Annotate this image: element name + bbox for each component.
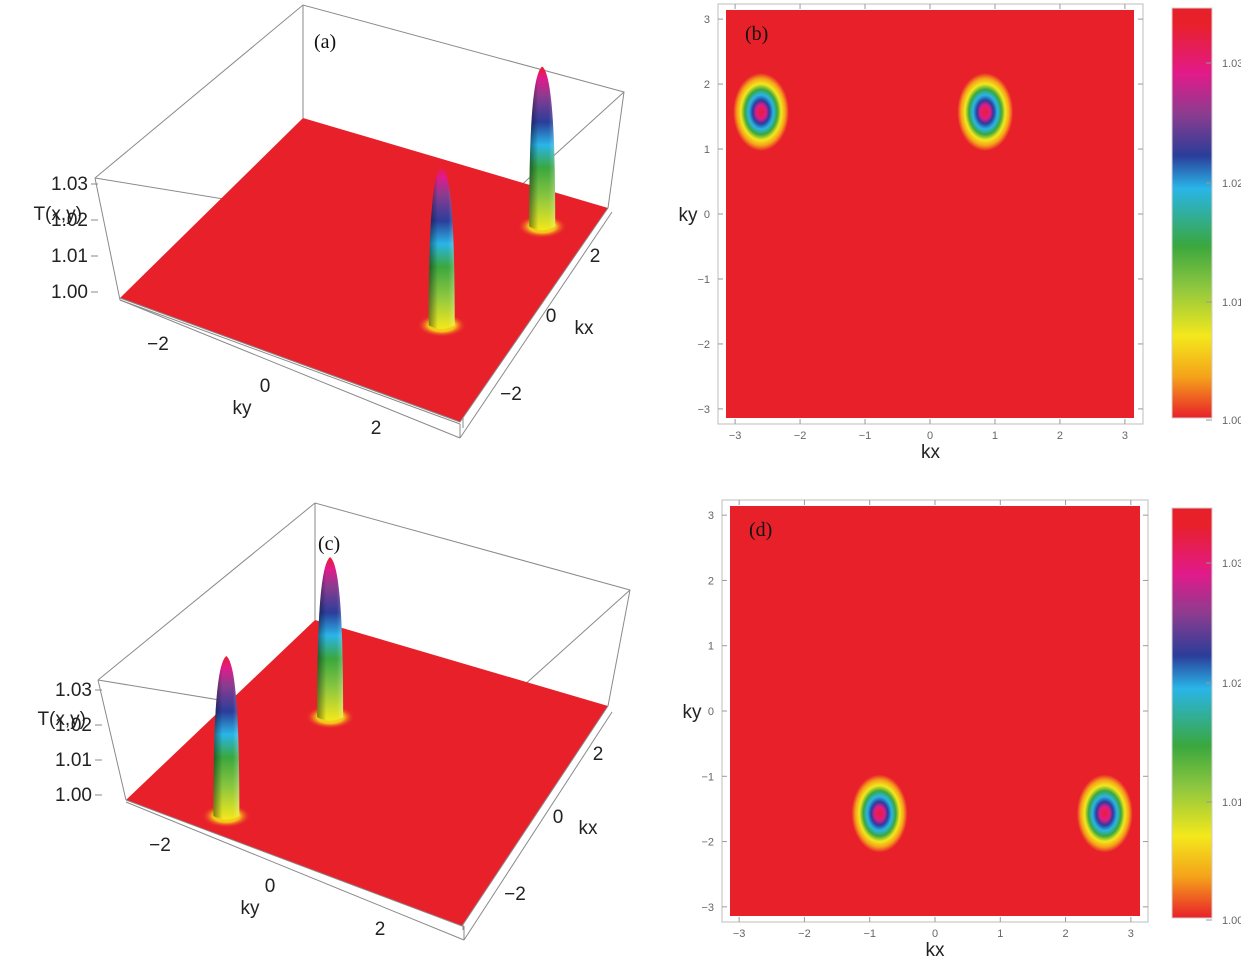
y-tick-label: 2 xyxy=(708,575,714,587)
ky-axis-label: ky xyxy=(233,398,253,419)
y-tick-label: −3 xyxy=(697,404,710,416)
peak-spot-0 xyxy=(733,73,790,151)
kx-tick-label: −2 xyxy=(500,384,522,405)
colorbar-frame xyxy=(1171,507,1213,919)
colorbar-tick-label: 1.02 xyxy=(1222,178,1241,190)
ky-tick-label: 2 xyxy=(371,418,382,439)
colorbar xyxy=(1172,8,1212,418)
x-tick-label: 1 xyxy=(992,430,998,442)
x-tick-label: 0 xyxy=(932,928,938,940)
z-tick-label: 1.01 xyxy=(55,750,92,771)
kx-tick-label: 2 xyxy=(593,744,604,765)
bbox-edge xyxy=(97,679,127,801)
ky-tick-label: 0 xyxy=(260,376,271,397)
x-axis-label: kx xyxy=(926,940,946,961)
panel-c-surface-plane xyxy=(126,620,608,926)
y-tick-label: 1 xyxy=(708,641,714,653)
peak-spot-0 xyxy=(851,774,908,853)
z-axis-label: T(x,y) xyxy=(37,709,86,730)
y-tick-label: −1 xyxy=(697,274,710,286)
kx-tick-label: 0 xyxy=(546,306,557,327)
y-tick-label: 0 xyxy=(708,706,714,718)
density-area xyxy=(726,10,1134,418)
peak-spot-1 xyxy=(957,73,1014,151)
y-tick-label: 3 xyxy=(708,510,714,522)
kx-axis-label: kx xyxy=(575,318,595,339)
peak-shade-1 xyxy=(213,656,240,820)
x-tick-label: 3 xyxy=(1128,928,1134,940)
x-tick-label: 0 xyxy=(927,430,933,442)
x-axis-label: kx xyxy=(921,442,941,463)
z-tick-label: 1.01 xyxy=(51,246,88,267)
z-tick-label: 1.00 xyxy=(51,282,88,303)
peak-shade-0 xyxy=(529,66,556,230)
density-area xyxy=(730,506,1140,916)
y-axis-label: ky xyxy=(683,702,703,723)
colorbar-tick-label: 1.02 xyxy=(1222,678,1241,690)
bbox-edge xyxy=(97,502,631,707)
y-tick-label: −3 xyxy=(701,902,714,914)
panel-a-3d-plot xyxy=(94,4,625,439)
x-tick-label: −1 xyxy=(863,928,876,940)
y-tick-label: −1 xyxy=(701,771,714,783)
colorbar xyxy=(1172,508,1212,918)
x-tick-label: −2 xyxy=(794,430,807,442)
peak-shade-1 xyxy=(428,165,455,329)
y-tick-label: −2 xyxy=(697,339,710,351)
x-tick-label: 1 xyxy=(997,928,1003,940)
x-tick-label: −1 xyxy=(859,430,872,442)
colorbar-tick-label: 1.01 xyxy=(1222,297,1241,309)
x-tick-label: −3 xyxy=(733,928,746,940)
plane-edge xyxy=(463,711,613,941)
y-tick-label: 2 xyxy=(704,79,710,91)
colorbar-tick-label: 1.00 xyxy=(1222,415,1241,427)
x-tick-label: 3 xyxy=(1122,430,1128,442)
kx-tick-label: 0 xyxy=(553,807,564,828)
y-tick-label: 1 xyxy=(704,144,710,156)
plane-edge xyxy=(125,801,465,941)
z-tick-label: 1.03 xyxy=(55,680,92,701)
z-tick-label: 1.02 xyxy=(55,715,92,736)
ky-tick-label: −2 xyxy=(149,835,171,856)
y-tick-label: 0 xyxy=(704,209,710,221)
panel-label: (d) xyxy=(749,519,772,541)
kx-tick-label: −2 xyxy=(504,884,526,905)
panel-c-content: 1.00 1.01 1.02 1.03 T(x,y) −2 0 2 ky 2 0 −2 kx (c) xyxy=(37,502,631,941)
z-tick-label: 1.00 xyxy=(55,785,92,806)
panel-a-surface-plane xyxy=(120,118,608,422)
colorbar-tick-label: 1.01 xyxy=(1222,797,1241,809)
panel-a-content: 1.00 1.01 1.02 1.03 T(x,y) −2 0 2 ky 2 0 −2 kx (a) xyxy=(33,31,600,439)
ky-axis-label: ky xyxy=(241,898,261,919)
peak-spot-1 xyxy=(1076,774,1133,853)
x-tick-label: 2 xyxy=(1057,430,1063,442)
ky-tick-label: −2 xyxy=(147,334,169,355)
panel-label: (c) xyxy=(318,533,340,555)
panel-label: (a) xyxy=(314,31,336,53)
plane-edge xyxy=(125,705,609,927)
colorbar-tick-label: 1.00 xyxy=(1222,915,1241,927)
kx-tick-label: 2 xyxy=(590,246,601,267)
x-tick-label: 2 xyxy=(1063,928,1069,940)
y-tick-label: −2 xyxy=(701,837,714,849)
panel-d-density: −3 −2 −1 0 1 2 3 3 2 1 0 −1 −2 −3 kx ky (d) 1.03 1.02 1.01 1… xyxy=(683,499,1241,961)
colorbar-tick-label: 1.03 xyxy=(1222,558,1241,570)
peak-shade-0 xyxy=(317,557,344,721)
panel-b-density: −3 −2 −1 0 1 2 3 3 2 1 0 −1 −2 −3 kx ky (b) 1.03 1.02 1.01 1… xyxy=(679,3,1241,463)
panel-label: (b) xyxy=(745,23,768,45)
x-tick-label: −3 xyxy=(729,430,742,442)
colorbar-tick-label: 1.03 xyxy=(1222,58,1241,70)
z-axis-label: T(x,y) xyxy=(33,204,82,225)
z-tick-label: 1.02 xyxy=(51,210,88,231)
kx-axis-label: kx xyxy=(579,818,599,839)
z-tick-label: 1.03 xyxy=(51,174,88,195)
y-tick-label: 3 xyxy=(704,14,710,26)
x-tick-label: −2 xyxy=(798,928,811,940)
ky-tick-label: 0 xyxy=(265,876,276,897)
y-axis-label: ky xyxy=(679,205,699,226)
ky-tick-label: 2 xyxy=(375,919,386,940)
colorbar-frame xyxy=(1171,7,1213,419)
